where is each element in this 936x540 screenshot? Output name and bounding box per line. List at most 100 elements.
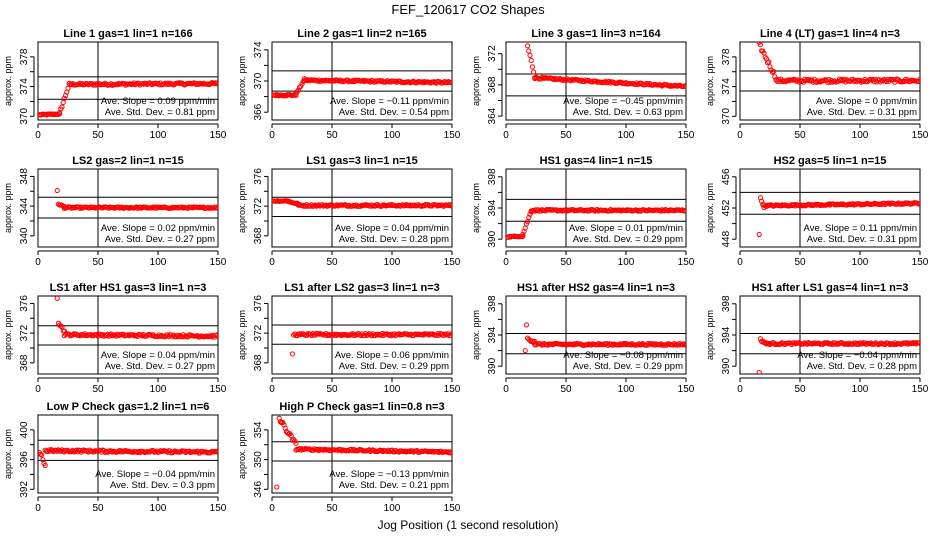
data-point	[801, 341, 807, 347]
data-point	[683, 208, 686, 214]
data-point	[61, 203, 68, 210]
data-point	[610, 342, 616, 348]
data-series	[54, 296, 218, 340]
y-tick-label: 370	[253, 72, 264, 89]
data-point	[311, 446, 317, 452]
data-point	[154, 448, 160, 454]
data-series	[756, 42, 920, 85]
x-tick-label: 100	[150, 503, 167, 514]
stddev-annotation: Ave. Std. Dev. = 0.31 ppm	[807, 234, 917, 245]
data-series	[289, 330, 452, 357]
plot-frame	[505, 295, 687, 375]
x-tick-label: 0	[35, 503, 41, 514]
slope-annotation: Ave. Slope = −0.11 ppm/min	[330, 96, 449, 107]
data-point	[137, 204, 143, 210]
data-point	[77, 448, 83, 454]
y-axis-label: approx. ppm	[3, 183, 13, 233]
data-point	[91, 449, 98, 455]
x-tick-label: 150	[912, 257, 929, 268]
x-tick-label: 100	[384, 257, 401, 268]
data-point	[636, 207, 642, 213]
y-tick-label: 452	[721, 199, 732, 216]
x-axis-label: Jog Position (1 second resolution)	[377, 518, 559, 532]
data-point	[609, 341, 615, 347]
data-point	[385, 78, 391, 84]
data-point	[298, 447, 304, 453]
data-point	[388, 79, 394, 85]
y-axis-label: approx. ppm	[3, 310, 13, 360]
data-point	[54, 296, 60, 301]
data-point	[532, 75, 538, 82]
data-point	[165, 332, 171, 338]
stddev-annotation: Ave. Std. Dev. = 0.31 ppm	[807, 107, 917, 118]
data-point	[904, 78, 910, 84]
data-point	[562, 208, 568, 214]
y-tick-label: 366	[253, 103, 264, 120]
data-point	[829, 79, 836, 85]
data-point	[444, 79, 450, 86]
x-tick-label: 0	[269, 384, 275, 395]
data-point	[141, 81, 147, 87]
y-tick-label: 376	[253, 295, 264, 312]
panel-title: LS1 after HS1 gas=3 lin=1 n=3	[50, 282, 207, 294]
panel-title: HS1 after HS2 gas=4 lin=1 n=3	[517, 282, 675, 294]
chart-panel: Line 3 gas=1 lin=3 n=164 0 50 100 150 364 368 3…	[471, 28, 695, 141]
x-tick-label: 50	[92, 384, 104, 395]
x-tick-label: 0	[737, 130, 743, 141]
x-tick-label: 0	[503, 384, 509, 395]
data-point	[383, 79, 389, 85]
data-point	[438, 448, 444, 454]
data-point	[166, 81, 172, 88]
data-point	[916, 78, 920, 85]
stddev-annotation: Ave. Std. Dev. = 0.29 ppm	[573, 234, 683, 245]
x-tick-label: 50	[92, 503, 104, 514]
data-point	[379, 203, 385, 209]
panel-title: Line 2 gas=1 lin=2 n=165	[297, 28, 426, 40]
data-point	[797, 340, 803, 346]
data-point	[195, 333, 201, 339]
data-point	[130, 449, 136, 455]
data-point	[792, 203, 798, 209]
y-tick-label: 394	[721, 326, 732, 343]
y-tick-label: 448	[721, 230, 732, 247]
data-point	[652, 342, 658, 348]
stddev-annotation: Ave. Std. Dev. = 0.27 ppm	[105, 361, 215, 372]
data-point	[628, 342, 634, 348]
x-tick-label: 100	[150, 130, 167, 141]
data-point	[54, 187, 60, 194]
x-tick-label: 100	[384, 130, 401, 141]
data-point	[366, 78, 372, 84]
data-point	[778, 341, 784, 347]
data-point	[323, 202, 329, 208]
data-point	[136, 448, 142, 455]
y-tick-label: 398	[721, 295, 732, 312]
x-tick-label: 150	[210, 384, 227, 395]
data-series	[54, 187, 218, 211]
x-tick-label: 0	[737, 384, 743, 395]
y-axis-label: approx. ppm	[3, 429, 13, 479]
data-point	[133, 204, 139, 210]
data-point	[96, 81, 102, 87]
y-tick-label: 396	[19, 451, 30, 468]
chart-panel: High P Check gas=1 lin=0.8 n=3 0 50 100 150 3…	[237, 401, 461, 514]
data-point	[858, 79, 864, 85]
chart-panel: HS1 after HS2 gas=4 lin=1 n=3 0 50 100 150 39…	[471, 282, 695, 395]
data-point	[69, 448, 75, 454]
y-tick-label: 398	[487, 295, 498, 312]
data-point	[894, 201, 900, 207]
data-point	[816, 78, 822, 84]
data-point	[337, 447, 343, 453]
data-point	[414, 79, 420, 86]
page-title: FEF_120617 CO2 Shapes	[391, 2, 545, 17]
data-point	[378, 447, 384, 454]
data-point	[39, 452, 45, 458]
data-point	[520, 233, 526, 240]
data-point	[855, 340, 861, 346]
data-point	[622, 342, 628, 348]
y-tick-label: 374	[721, 78, 732, 95]
data-point	[49, 447, 56, 454]
data-point	[153, 449, 159, 455]
data-point	[522, 348, 528, 354]
data-point	[107, 82, 113, 88]
slope-annotation: Ave. Slope = 0.04 ppm/min	[101, 350, 215, 361]
